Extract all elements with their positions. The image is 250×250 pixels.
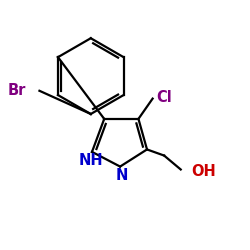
Text: N: N bbox=[115, 168, 128, 183]
Text: Cl: Cl bbox=[156, 90, 172, 105]
Text: Br: Br bbox=[8, 83, 26, 98]
Text: NH: NH bbox=[78, 153, 103, 168]
Text: OH: OH bbox=[191, 164, 216, 179]
